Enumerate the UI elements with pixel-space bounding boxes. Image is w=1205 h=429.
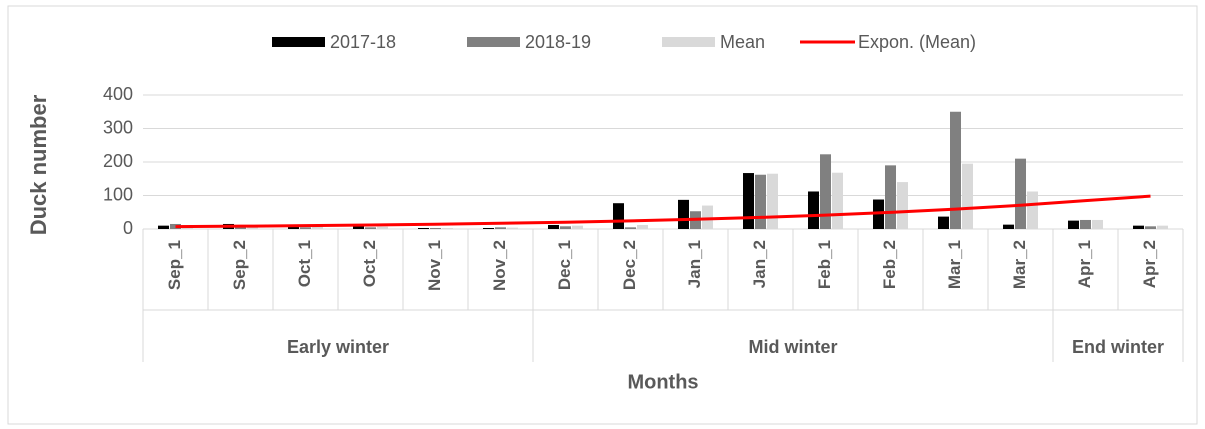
bar	[1157, 225, 1168, 229]
y-tick-label: 200	[103, 151, 133, 171]
bar	[442, 227, 453, 229]
bar	[678, 199, 689, 229]
x-tick-label: Dec_1	[555, 240, 574, 290]
y-tick-label: 0	[123, 218, 133, 238]
x-tick-label: Nov_2	[490, 240, 509, 291]
bar	[312, 226, 323, 229]
bar	[702, 205, 713, 229]
group-label: End winter	[1072, 337, 1164, 357]
bar	[1015, 158, 1026, 229]
x-tick-label: Apr_1	[1075, 240, 1094, 288]
bar	[1068, 220, 1079, 229]
bar	[743, 173, 754, 229]
x-tick-label: Jan_1	[685, 240, 704, 288]
x-tick-label: Apr_2	[1140, 240, 1159, 288]
bar	[755, 174, 766, 229]
group-label: Mid winter	[749, 337, 838, 357]
bar	[495, 227, 506, 229]
bar	[483, 227, 494, 229]
bar	[625, 227, 636, 229]
trend-line	[175, 194, 1151, 229]
bar	[613, 203, 624, 229]
bar	[1027, 191, 1038, 229]
x-tick-label: Nov_1	[425, 240, 444, 291]
bar	[950, 111, 961, 229]
bar	[430, 227, 441, 229]
x-tick-label: Mar_2	[1010, 240, 1029, 289]
bar	[560, 226, 571, 229]
legend-swatch	[662, 37, 715, 47]
bar	[1080, 219, 1091, 229]
bar	[962, 163, 973, 229]
bar	[418, 227, 429, 229]
bar	[897, 182, 908, 229]
bar	[938, 216, 949, 229]
bar	[832, 172, 843, 229]
bar	[1092, 219, 1103, 229]
bar	[548, 224, 559, 229]
bar	[300, 227, 311, 229]
x-tick-label: Oct_2	[360, 240, 379, 287]
legend-label: Expon. (Mean)	[858, 32, 976, 52]
legend-label: Mean	[720, 32, 765, 52]
x-tick-label: Sep_1	[165, 240, 184, 290]
y-axis-title: Duck number	[26, 94, 51, 235]
x-tick-label: Feb_2	[880, 240, 899, 289]
x-tick-label: Sep_2	[230, 240, 249, 290]
bar	[353, 226, 364, 229]
x-axis-title: Months	[627, 371, 698, 393]
x-tick-label: Feb_1	[815, 240, 834, 289]
legend-swatch	[272, 37, 325, 47]
legend-label: 2017-18	[330, 32, 396, 52]
bar	[1145, 226, 1156, 229]
bar	[885, 165, 896, 229]
bar	[288, 226, 299, 229]
bar	[1133, 225, 1144, 229]
x-tick-label: Oct_1	[295, 240, 314, 287]
bar	[808, 191, 819, 229]
y-tick-label: 300	[103, 117, 133, 137]
bar	[365, 227, 376, 229]
legend-swatch	[467, 37, 520, 47]
bar	[507, 227, 518, 229]
bar	[1003, 224, 1014, 229]
group-label: Early winter	[287, 337, 389, 357]
bar	[820, 154, 831, 229]
x-tick-label: Mar_1	[945, 240, 964, 289]
bar	[637, 224, 648, 229]
bar	[572, 225, 583, 229]
y-tick-label: 400	[103, 84, 133, 104]
bar	[377, 226, 388, 229]
legend-label: 2018-19	[525, 32, 591, 52]
y-tick-label: 100	[103, 184, 133, 204]
bar	[158, 225, 169, 229]
x-tick-label: Jan_2	[750, 240, 769, 288]
x-tick-label: Dec_2	[620, 240, 639, 290]
chart-border	[7, 5, 1198, 425]
bar	[767, 173, 778, 229]
